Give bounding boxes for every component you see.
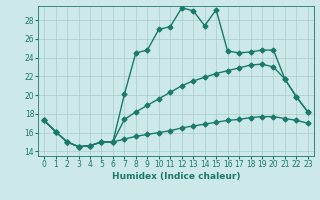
X-axis label: Humidex (Indice chaleur): Humidex (Indice chaleur) xyxy=(112,172,240,181)
